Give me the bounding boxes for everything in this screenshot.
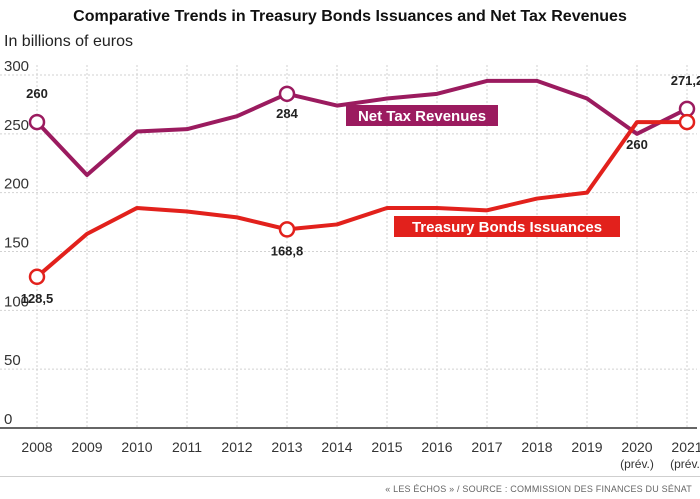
net-tax-revenues-marker <box>278 85 296 103</box>
y-tick-label: 150 <box>4 235 29 252</box>
net-tax-revenues-line <box>35 78 688 178</box>
treasury-bonds-issuances-data-label: 168,8 <box>271 243 304 258</box>
x-tick-label: 2011 <box>172 439 202 455</box>
x-tick-label: 2008 <box>21 439 52 455</box>
net-tax-revenues-marker <box>28 113 46 131</box>
treasury-bonds-issuances-data-label: 128,5 <box>21 291 54 306</box>
y-tick-label: 100 <box>4 293 29 310</box>
x-tick-sublabel: (prév.) <box>670 457 700 471</box>
treasury-bonds-issuances-line <box>35 120 687 279</box>
y-tick-label: 50 <box>4 352 21 369</box>
treasury-bonds-issuances-marker <box>678 113 696 131</box>
x-tick-label: 2021 <box>671 439 700 455</box>
x-tick-label: 2012 <box>221 439 252 455</box>
net-tax-revenues-data-label: 260 <box>26 86 48 101</box>
net-tax-revenues-legend-box <box>346 105 498 126</box>
x-tick-label: 2014 <box>321 439 352 455</box>
net-tax-revenues-legend-label: Net Tax Revenues <box>358 108 486 125</box>
x-tick-label: 2010 <box>121 439 152 455</box>
treasury-bonds-issuances-marker <box>278 221 296 238</box>
treasury-bonds-issuances-legend-label: Treasury Bonds Issuances <box>412 219 602 236</box>
x-tick-sublabel: (prév.) <box>620 457 654 471</box>
x-tick-label: 2019 <box>571 439 602 455</box>
x-tick-label: 2017 <box>471 439 502 455</box>
chart-subtitle: In billions of euros <box>4 33 133 50</box>
footer-divider <box>0 476 700 477</box>
chart-title: Comparative Trends in Treasury Bonds Iss… <box>73 8 627 25</box>
net-tax-revenues-data-label: 284 <box>276 106 298 121</box>
treasury-bonds-issuances-marker <box>28 268 46 286</box>
net-tax-revenues-data-label: 271,2 <box>671 73 700 88</box>
x-tick-label: 2015 <box>371 439 402 455</box>
y-tick-label: 0 <box>4 411 12 428</box>
x-tick-label: 2018 <box>521 439 552 455</box>
y-tick-label: 200 <box>4 176 29 193</box>
treasury-bonds-issuances-data-label: 260 <box>626 137 648 152</box>
net-tax-revenues-marker <box>678 100 696 118</box>
source-credit: « LES ÉCHOS » / SOURCE : COMMISSION DES … <box>385 484 692 494</box>
x-tick-label: 2009 <box>71 439 102 455</box>
treasury-bonds-issuances-legend-box <box>394 216 620 237</box>
x-tick-label: 2016 <box>421 439 452 455</box>
x-tick-label: 2013 <box>271 439 302 455</box>
y-tick-label: 300 <box>4 58 29 75</box>
y-tick-label: 250 <box>4 117 29 134</box>
x-tick-label: 2020 <box>621 439 652 455</box>
